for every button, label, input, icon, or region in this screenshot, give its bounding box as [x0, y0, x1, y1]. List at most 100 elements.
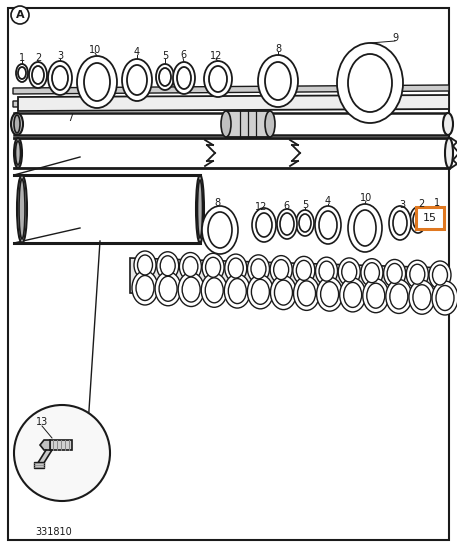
Ellipse shape	[159, 276, 177, 301]
Ellipse shape	[443, 113, 453, 135]
Ellipse shape	[209, 66, 227, 92]
Ellipse shape	[205, 278, 223, 303]
Ellipse shape	[178, 272, 204, 306]
Ellipse shape	[413, 211, 423, 229]
Ellipse shape	[132, 271, 158, 305]
Ellipse shape	[445, 138, 453, 168]
Ellipse shape	[173, 62, 195, 94]
Ellipse shape	[364, 262, 379, 283]
Text: 8: 8	[275, 44, 281, 54]
Ellipse shape	[156, 64, 174, 90]
Ellipse shape	[136, 276, 154, 300]
Text: 1: 1	[19, 53, 25, 63]
Ellipse shape	[342, 262, 357, 282]
Ellipse shape	[410, 207, 426, 233]
Ellipse shape	[202, 206, 238, 254]
Ellipse shape	[293, 276, 319, 310]
Ellipse shape	[274, 260, 289, 279]
Ellipse shape	[315, 257, 338, 285]
Text: 8: 8	[214, 198, 220, 208]
Ellipse shape	[19, 179, 25, 239]
Ellipse shape	[18, 67, 26, 79]
Ellipse shape	[270, 255, 292, 284]
Ellipse shape	[361, 259, 383, 287]
Text: 12: 12	[255, 202, 267, 212]
Ellipse shape	[275, 280, 292, 305]
Text: 3: 3	[399, 200, 405, 210]
Text: 10: 10	[360, 193, 372, 203]
Ellipse shape	[340, 278, 366, 312]
Text: 5: 5	[302, 200, 308, 210]
Text: 2: 2	[418, 199, 424, 209]
Ellipse shape	[197, 180, 202, 238]
Text: A: A	[16, 10, 24, 20]
Text: 6: 6	[180, 50, 186, 60]
Ellipse shape	[177, 67, 191, 89]
Ellipse shape	[160, 256, 175, 276]
Text: 331810: 331810	[35, 527, 72, 537]
Ellipse shape	[299, 214, 311, 232]
Bar	[416, 207, 444, 229]
Text: 7: 7	[67, 113, 73, 123]
Ellipse shape	[296, 210, 314, 236]
Ellipse shape	[338, 258, 360, 286]
Ellipse shape	[277, 209, 297, 239]
Ellipse shape	[436, 286, 454, 311]
Text: 10: 10	[89, 45, 101, 55]
Ellipse shape	[202, 253, 224, 281]
Text: 12: 12	[210, 51, 222, 61]
Circle shape	[11, 6, 29, 24]
Ellipse shape	[221, 111, 231, 137]
Ellipse shape	[337, 43, 403, 123]
Ellipse shape	[127, 65, 147, 95]
Text: 15: 15	[423, 213, 437, 223]
Polygon shape	[40, 440, 50, 450]
Ellipse shape	[383, 259, 406, 288]
Ellipse shape	[298, 281, 315, 306]
Ellipse shape	[256, 213, 272, 237]
Ellipse shape	[228, 258, 243, 278]
Ellipse shape	[258, 55, 298, 107]
Ellipse shape	[77, 56, 117, 108]
Bar	[50, 440, 72, 450]
Ellipse shape	[14, 138, 22, 168]
Ellipse shape	[138, 255, 153, 275]
Text: 4: 4	[325, 196, 331, 206]
Ellipse shape	[11, 113, 23, 135]
Ellipse shape	[406, 260, 428, 288]
Ellipse shape	[252, 208, 276, 242]
Ellipse shape	[428, 211, 436, 225]
Ellipse shape	[429, 261, 451, 289]
Ellipse shape	[271, 276, 297, 310]
Polygon shape	[13, 85, 449, 94]
Ellipse shape	[315, 206, 341, 244]
Ellipse shape	[52, 66, 68, 90]
Ellipse shape	[14, 115, 20, 133]
Text: 9: 9	[392, 33, 398, 43]
Ellipse shape	[182, 277, 200, 302]
Ellipse shape	[293, 256, 315, 284]
Text: 6: 6	[283, 201, 289, 211]
Text: 13: 13	[36, 417, 48, 427]
Text: 3: 3	[57, 51, 63, 61]
Ellipse shape	[265, 62, 291, 100]
Ellipse shape	[354, 210, 376, 246]
Ellipse shape	[393, 211, 407, 235]
Ellipse shape	[432, 281, 457, 315]
Ellipse shape	[84, 63, 110, 101]
Ellipse shape	[204, 61, 232, 97]
Ellipse shape	[363, 279, 389, 313]
Ellipse shape	[134, 251, 156, 279]
Ellipse shape	[389, 206, 411, 240]
Ellipse shape	[319, 211, 337, 239]
Ellipse shape	[413, 285, 431, 310]
Ellipse shape	[196, 175, 204, 243]
Ellipse shape	[367, 283, 385, 308]
Text: 1: 1	[434, 198, 440, 208]
Ellipse shape	[317, 277, 343, 311]
Ellipse shape	[17, 175, 27, 243]
Ellipse shape	[16, 64, 28, 82]
Ellipse shape	[426, 208, 438, 228]
Ellipse shape	[208, 212, 232, 248]
Ellipse shape	[386, 279, 412, 313]
